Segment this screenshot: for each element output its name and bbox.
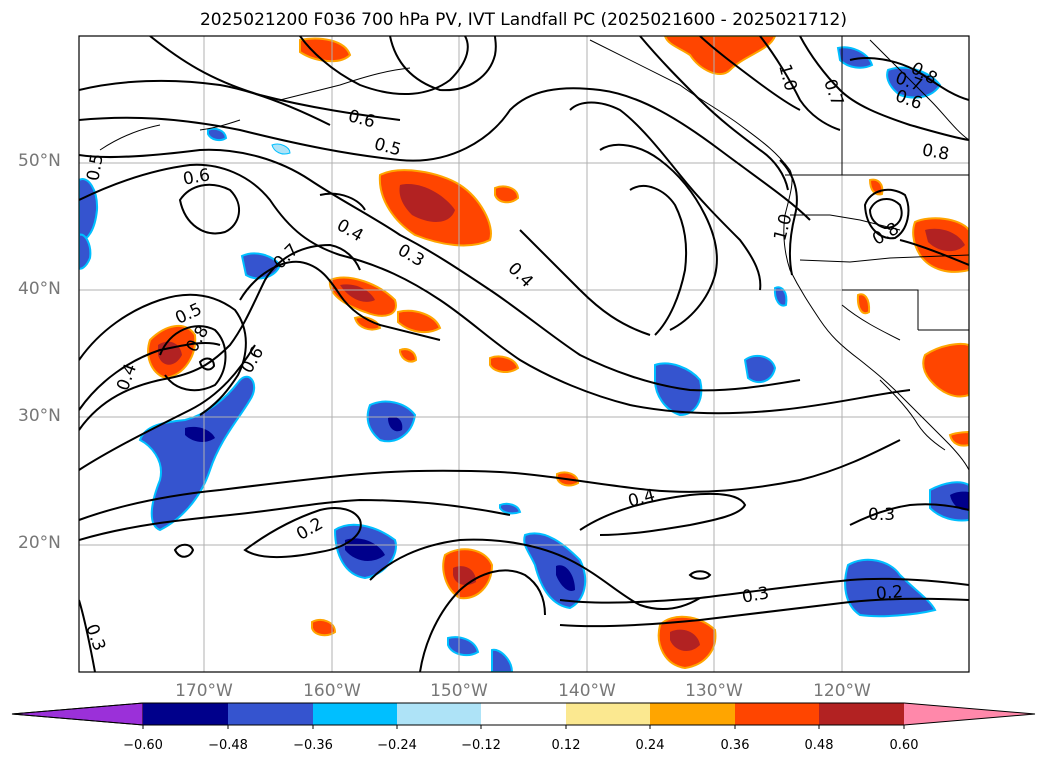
colorbar-swatch <box>143 703 228 725</box>
colorbar-tick-label: 0.48 <box>804 738 834 753</box>
contour-label: 0.4 <box>333 215 366 246</box>
contour-label: 0.7 <box>819 77 847 109</box>
contour-label: 0.6 <box>237 343 268 376</box>
colorbar-tick-label: −0.12 <box>461 738 501 753</box>
lon-label: 120°W <box>813 681 871 701</box>
colorbar <box>11 702 1036 729</box>
lon-label: 160°W <box>303 681 361 701</box>
contour-label: 0.5 <box>172 299 205 329</box>
colorbar-swatch <box>481 703 566 725</box>
contour-label: 0.4 <box>626 485 657 511</box>
contour-label: 0.8 <box>921 140 951 164</box>
contour-label: 0.3 <box>868 505 895 525</box>
colorbar-tick-label: 0.12 <box>551 738 581 753</box>
contour-lines <box>79 36 969 672</box>
colorbar-swatch <box>735 703 819 725</box>
colorbar-tick-label: −0.24 <box>377 738 417 753</box>
colorbar-swatch <box>397 703 481 725</box>
colorbar-tick-label: 0.36 <box>720 738 750 753</box>
colorbar-swatch <box>566 703 650 725</box>
contour-label: 0.2 <box>875 582 904 604</box>
contour-label: 0.5 <box>83 152 107 182</box>
lon-label: 150°W <box>430 681 488 701</box>
negative-anomalies <box>79 46 969 672</box>
contour-label: 0.3 <box>741 583 771 607</box>
contour-label: 0.4 <box>113 361 141 393</box>
lat-label: 40°N <box>18 279 61 299</box>
lat-label: 50°N <box>18 151 61 171</box>
colorbar-tick-label: 0.24 <box>635 738 665 753</box>
map-title: 2025021200 F036 700 hPa PV, IVT Landfall… <box>199 10 847 30</box>
lon-label: 170°W <box>175 681 233 701</box>
colorbar-tick-label: −0.36 <box>293 738 333 753</box>
lon-label: 130°W <box>685 681 743 701</box>
lat-label: 30°N <box>18 406 61 426</box>
colorbar-swatch <box>313 703 397 725</box>
coastlines <box>99 36 969 471</box>
colorbar-min-extension <box>11 702 144 726</box>
colorbar-swatch <box>650 703 735 725</box>
colorbar-swatch <box>819 703 904 725</box>
contour-label: 1.0 <box>770 212 796 243</box>
contour-label: 0.6 <box>182 165 212 189</box>
plot-frame <box>78 35 970 673</box>
shaded-field <box>79 36 969 672</box>
colorbar-tick-label: −0.48 <box>208 738 248 753</box>
positive-anomalies <box>147 36 969 670</box>
contour-label: 0.3 <box>394 240 427 271</box>
contour-label: 0.6 <box>346 106 377 132</box>
contour-label: 0.4 <box>504 259 537 292</box>
colorbar-tick-label: −0.60 <box>123 738 163 753</box>
colorbar-swatch <box>228 703 313 725</box>
contour-label: 0.3 <box>81 622 109 654</box>
colorbar-max-extension <box>904 703 1035 725</box>
lat-label: 20°N <box>18 533 61 553</box>
colorbar-tick-label: 0.60 <box>889 738 919 753</box>
contour-label: 1.0 <box>774 62 800 93</box>
lon-label: 140°W <box>558 681 616 701</box>
